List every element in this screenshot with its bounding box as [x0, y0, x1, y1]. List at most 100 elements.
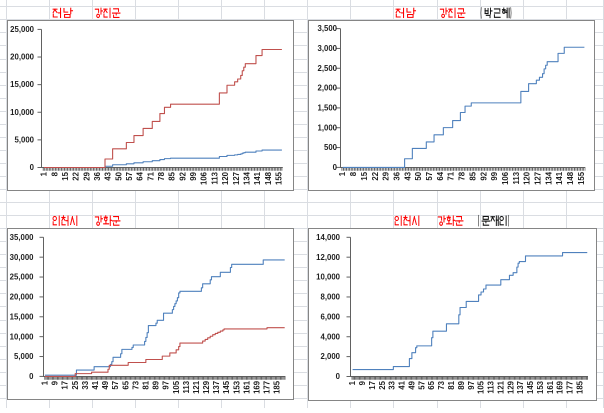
svg-text:137: 137: [212, 381, 221, 394]
svg-text:113: 113: [210, 171, 219, 184]
svg-text:50: 50: [414, 171, 423, 180]
svg-text:30,000: 30,000: [10, 253, 35, 262]
svg-text:17: 17: [368, 381, 377, 390]
svg-text:121: 121: [496, 380, 505, 394]
svg-text:92: 92: [178, 171, 187, 180]
svg-text:153: 153: [232, 380, 241, 394]
svg-text:25,000: 25,000: [10, 25, 35, 34]
svg-text:17: 17: [61, 381, 70, 390]
svg-text:185: 185: [575, 380, 584, 394]
svg-text:22: 22: [371, 171, 380, 180]
svg-text:57: 57: [125, 172, 134, 181]
svg-text:29: 29: [382, 171, 391, 180]
svg-text:89: 89: [457, 380, 466, 389]
svg-text:29: 29: [82, 171, 91, 180]
svg-text:36: 36: [93, 171, 102, 180]
svg-text:1: 1: [348, 380, 357, 385]
svg-text:99: 99: [189, 171, 198, 180]
svg-text:50: 50: [114, 171, 123, 180]
svg-text:99: 99: [490, 171, 499, 180]
svg-text:64: 64: [136, 171, 145, 180]
svg-text:15: 15: [360, 171, 369, 180]
svg-text:71: 71: [447, 171, 456, 180]
svg-text:41: 41: [91, 380, 100, 389]
svg-text:15,000: 15,000: [10, 312, 35, 321]
svg-text:106: 106: [501, 171, 510, 185]
svg-text:25,000: 25,000: [10, 273, 35, 282]
svg-text:1: 1: [40, 171, 49, 176]
svg-text:65: 65: [121, 380, 130, 389]
svg-text:85: 85: [468, 171, 477, 180]
svg-text:161: 161: [546, 380, 555, 394]
svg-text:2,000: 2,000: [317, 84, 337, 93]
svg-text:2,500: 2,500: [317, 64, 337, 73]
svg-text:153: 153: [536, 380, 545, 394]
svg-text:105: 105: [172, 380, 181, 394]
svg-text:129: 129: [202, 380, 211, 394]
svg-text:9: 9: [358, 380, 367, 385]
svg-text:1: 1: [41, 380, 50, 385]
svg-text:169: 169: [253, 380, 262, 394]
svg-text:137: 137: [516, 381, 525, 394]
svg-text:1,500: 1,500: [317, 104, 337, 113]
svg-text:148: 148: [566, 171, 575, 185]
svg-text:71: 71: [146, 171, 155, 180]
svg-text:12,000: 12,000: [316, 253, 341, 262]
svg-text:161: 161: [242, 380, 251, 394]
svg-text:81: 81: [141, 380, 150, 389]
svg-text:20,000: 20,000: [10, 53, 35, 62]
svg-text:5,000: 5,000: [14, 135, 34, 144]
svg-text:97: 97: [162, 381, 171, 390]
svg-text:105: 105: [477, 380, 486, 394]
svg-text:25: 25: [378, 380, 387, 389]
svg-text:177: 177: [566, 381, 575, 394]
svg-text:0: 0: [29, 372, 34, 381]
svg-text:113: 113: [487, 380, 496, 393]
svg-text:113: 113: [512, 171, 521, 184]
svg-text:145: 145: [526, 380, 535, 394]
svg-text:22: 22: [72, 171, 81, 180]
svg-text:10,000: 10,000: [10, 108, 35, 117]
svg-text:25: 25: [71, 380, 80, 389]
svg-text:78: 78: [157, 171, 166, 180]
svg-text:49: 49: [407, 380, 416, 389]
svg-text:49: 49: [101, 380, 110, 389]
svg-text:73: 73: [437, 380, 446, 389]
svg-text:121: 121: [192, 380, 201, 394]
svg-text:1: 1: [338, 171, 347, 176]
svg-text:148: 148: [264, 171, 273, 185]
svg-text:35,000: 35,000: [10, 233, 35, 242]
svg-text:141: 141: [253, 171, 262, 185]
svg-text:14,000: 14,000: [316, 233, 341, 242]
svg-text:134: 134: [544, 171, 553, 185]
svg-text:10,000: 10,000: [10, 332, 35, 341]
svg-text:3,500: 3,500: [317, 24, 337, 33]
svg-text:0: 0: [336, 372, 341, 381]
svg-text:185: 185: [273, 380, 282, 394]
svg-text:141: 141: [555, 171, 564, 185]
svg-text:145: 145: [222, 380, 231, 394]
svg-text:57: 57: [111, 381, 120, 390]
svg-text:89: 89: [152, 380, 161, 389]
svg-text:2,000: 2,000: [320, 352, 340, 361]
svg-text:113: 113: [182, 380, 191, 393]
svg-text:1,000: 1,000: [317, 123, 337, 132]
svg-text:43: 43: [104, 171, 113, 180]
svg-text:78: 78: [458, 171, 467, 180]
svg-text:65: 65: [427, 380, 436, 389]
svg-text:36: 36: [392, 171, 401, 180]
svg-text:97: 97: [467, 381, 476, 390]
svg-text:129: 129: [506, 380, 515, 394]
svg-text:81: 81: [447, 380, 456, 389]
svg-text:9: 9: [51, 380, 60, 385]
svg-text:134: 134: [242, 171, 251, 185]
svg-text:85: 85: [168, 171, 177, 180]
svg-text:177: 177: [263, 381, 272, 394]
svg-text:5,000: 5,000: [14, 352, 34, 361]
svg-text:127: 127: [534, 172, 543, 185]
svg-text:4,000: 4,000: [320, 332, 340, 341]
svg-text:20,000: 20,000: [10, 293, 35, 302]
svg-text:6,000: 6,000: [320, 312, 340, 321]
svg-text:33: 33: [388, 380, 397, 389]
svg-text:155: 155: [577, 171, 586, 185]
